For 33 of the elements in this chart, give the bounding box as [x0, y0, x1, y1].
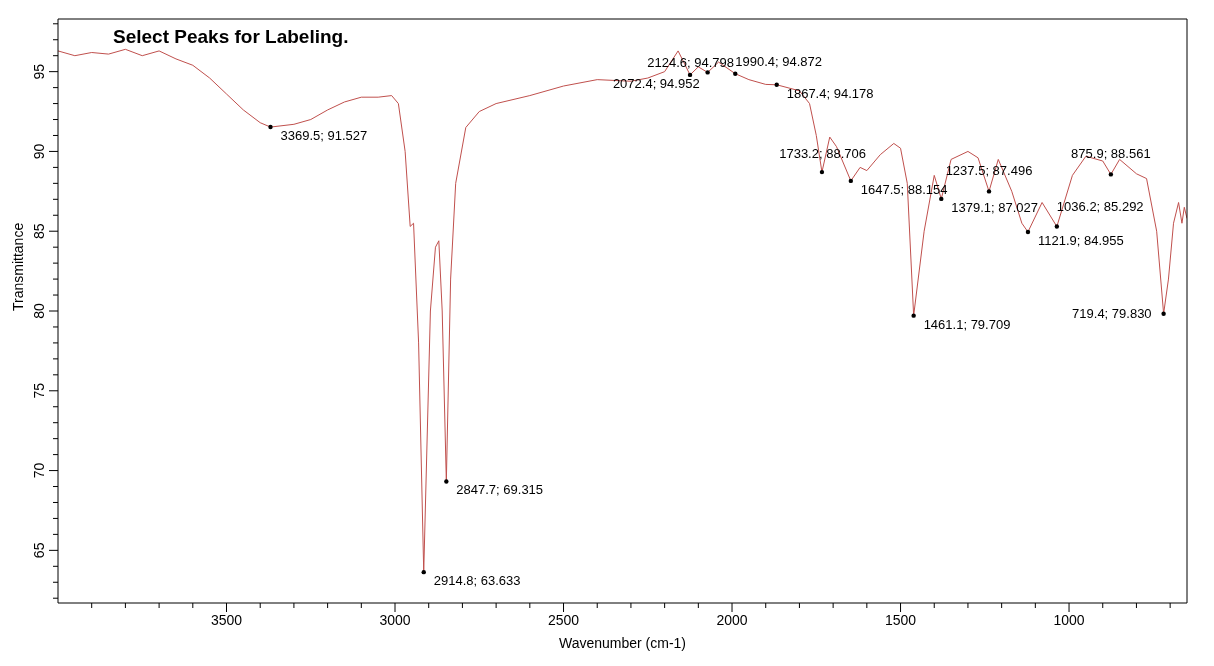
annotation: 2847.7; 69.315 — [456, 482, 544, 498]
annotation: 3369.5; 91.527 — [280, 128, 368, 144]
y-tick-label: 75 — [31, 382, 47, 399]
annotation: 2124.6; 94.798 — [647, 54, 735, 70]
y-tick-label: 85 — [31, 223, 47, 240]
x-tick-label: 2000 — [716, 612, 748, 628]
x-axis-title: Wavenumber (cm-1) — [558, 635, 687, 651]
annotation: 1121.9; 84.955 — [1037, 232, 1124, 248]
annotation: 1379.1; 87.027 — [951, 199, 1039, 215]
y-tick-label: 65 — [31, 542, 47, 559]
annotation: 1733.2; 88.706 — [779, 146, 866, 162]
annotation: 1461.1; 79.709 — [923, 316, 1011, 332]
y-tick-label: 80 — [31, 303, 47, 319]
annotation: 2072.4; 94.952 — [612, 76, 700, 92]
annotation: 2914.8; 63.633 — [433, 573, 521, 589]
annotation: 1036.2; 85.292 — [1056, 198, 1144, 214]
annotation: 1647.5; 88.154 — [860, 181, 948, 197]
y-tick-label: 95 — [31, 63, 47, 80]
y-tick-label: 70 — [31, 462, 47, 479]
annotation: 719.4; 79.830 — [1072, 305, 1152, 321]
x-tick-label: 1500 — [884, 612, 917, 628]
annotation: 1237.5; 87.496 — [945, 163, 1033, 179]
x-tick-label: 1000 — [1053, 612, 1085, 628]
line-series — [58, 48, 1187, 573]
x-tick-label: 3500 — [210, 612, 243, 628]
chart-title: Select Peaks for Labeling. — [113, 26, 349, 48]
x-tick-label: 2500 — [547, 612, 580, 628]
annotation: 875.9; 88.561 — [1071, 146, 1151, 162]
annotation: 1867.4; 94.178 — [786, 85, 874, 101]
y-axis-title: Transmittance — [9, 222, 26, 311]
y-tick-label: 90 — [31, 143, 47, 160]
annotation: 1990.4; 94.872 — [735, 53, 823, 69]
x-tick-label: 3000 — [379, 612, 411, 628]
